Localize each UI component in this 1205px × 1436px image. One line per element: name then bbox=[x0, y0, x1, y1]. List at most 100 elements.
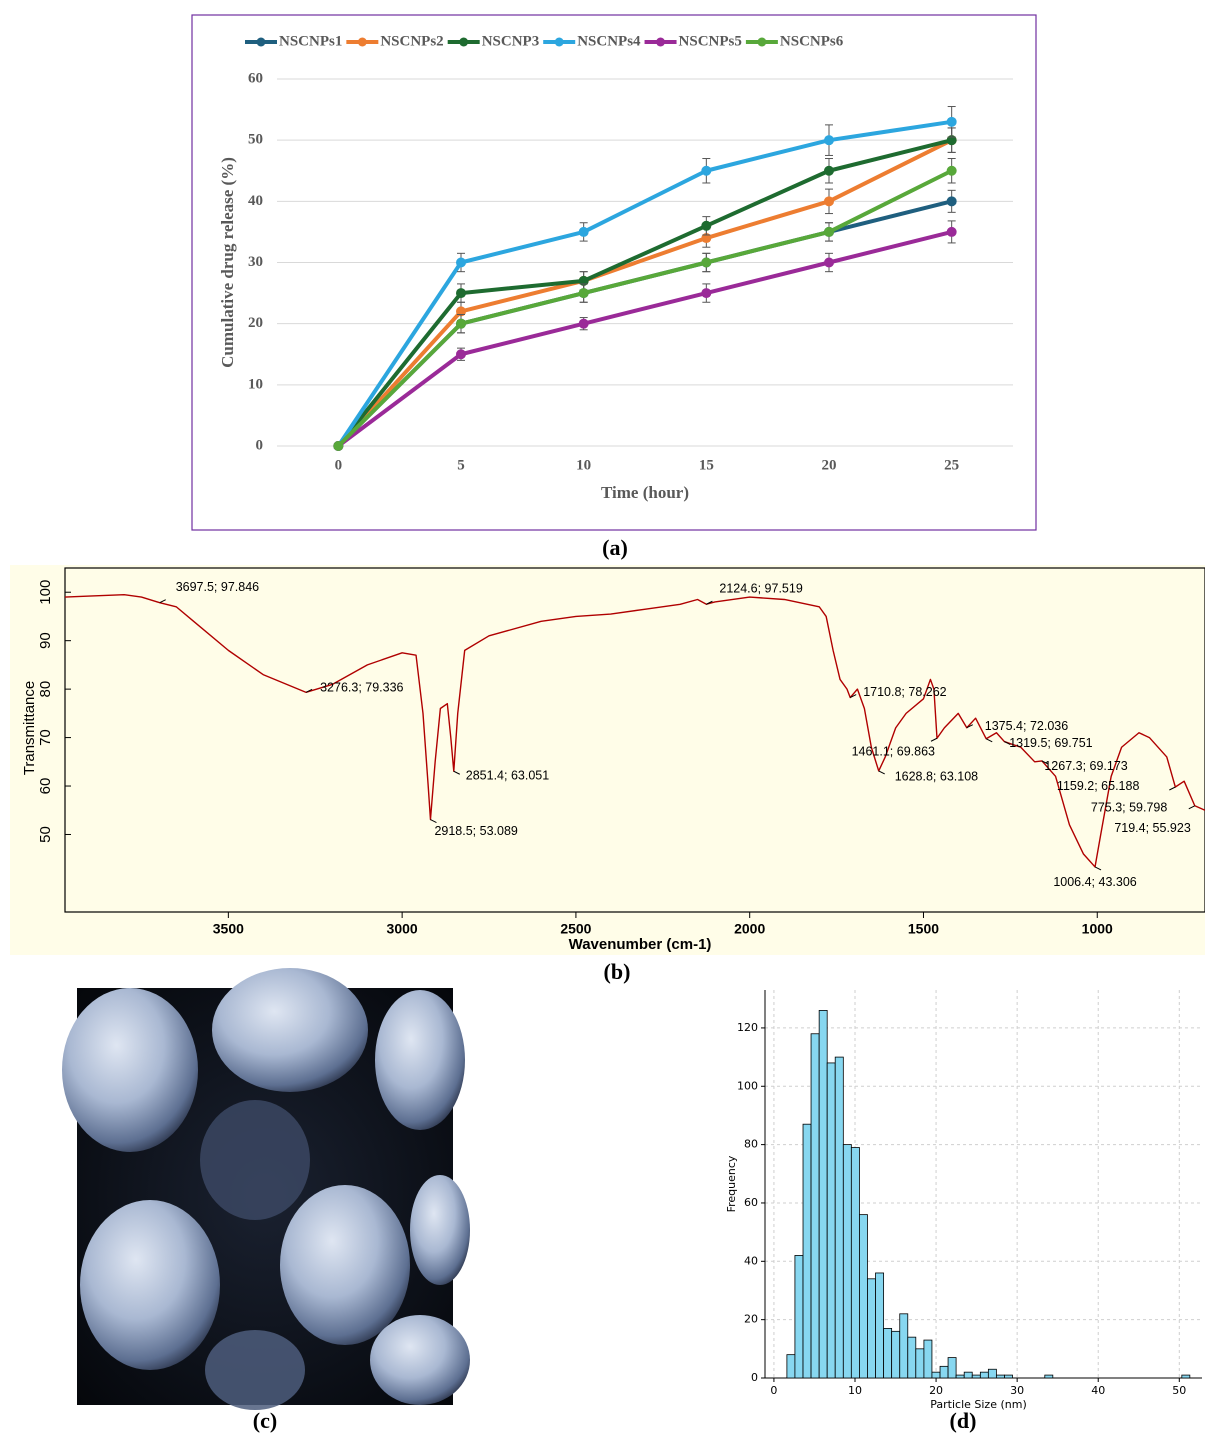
y-axis-title: Cumulative drug release (%) bbox=[218, 157, 237, 368]
x-tick-label: 15 bbox=[699, 457, 714, 473]
data-point bbox=[456, 319, 466, 329]
histogram-bar bbox=[908, 1337, 916, 1378]
y-tick-label: 80 bbox=[744, 1138, 758, 1151]
histogram-bar bbox=[948, 1358, 956, 1378]
y-tick-label: 100 bbox=[37, 580, 54, 605]
x-tick-label: 30 bbox=[1010, 1384, 1024, 1397]
annotation-label: 1267.3; 69.173 bbox=[1044, 759, 1127, 773]
histogram-bar bbox=[900, 1314, 908, 1378]
x-tick-label: 40 bbox=[1091, 1384, 1105, 1397]
histogram-bar bbox=[867, 1279, 875, 1378]
x-tick-label: 20 bbox=[822, 457, 837, 473]
data-point bbox=[701, 166, 711, 176]
data-point bbox=[701, 258, 711, 268]
histogram-bar bbox=[932, 1372, 940, 1378]
x-axis-title: Time (hour) bbox=[601, 483, 689, 502]
legend-label: NSCNPs5 bbox=[679, 33, 742, 49]
y-tick-label: 40 bbox=[248, 193, 263, 209]
x-tick-label: 2000 bbox=[734, 921, 765, 937]
histogram-bar bbox=[980, 1372, 988, 1378]
data-point bbox=[947, 196, 957, 206]
histogram-bar bbox=[924, 1340, 932, 1378]
y-tick-label: 0 bbox=[256, 437, 264, 453]
histogram-bar bbox=[972, 1375, 980, 1378]
data-point bbox=[579, 227, 589, 237]
data-point bbox=[701, 288, 711, 298]
y-axis-title: Frequency bbox=[725, 1155, 738, 1212]
x-tick-label: 0 bbox=[335, 457, 343, 473]
page: body { margin: 0; background: #fff; widt… bbox=[0, 0, 1205, 1436]
x-tick-label: 50 bbox=[1172, 1384, 1186, 1397]
data-point bbox=[824, 258, 834, 268]
y-tick-label: 10 bbox=[248, 376, 263, 392]
x-axis-title: Wavenumber (cm-1) bbox=[569, 936, 712, 953]
panel-label: (d) bbox=[950, 1408, 977, 1433]
y-tick-label: 50 bbox=[37, 826, 54, 843]
y-tick-label: 70 bbox=[37, 729, 54, 746]
legend-marker bbox=[459, 38, 468, 47]
data-point bbox=[824, 227, 834, 237]
sem-image bbox=[62, 968, 470, 1410]
histogram-bar bbox=[956, 1375, 964, 1378]
annotation-label: 1461.1; 69.863 bbox=[852, 745, 935, 759]
x-tick-label: 1500 bbox=[908, 921, 939, 937]
annotation-label: 1710.8; 78.262 bbox=[863, 685, 946, 699]
x-axis-title: Particle Size (nm) bbox=[930, 1398, 1027, 1411]
annotation-label: 2124.6; 97.519 bbox=[719, 582, 802, 596]
histogram-bar bbox=[964, 1372, 972, 1378]
y-tick-label: 60 bbox=[37, 778, 54, 795]
data-point bbox=[456, 258, 466, 268]
x-tick-label: 3500 bbox=[213, 921, 244, 937]
legend-label: NSCNPs2 bbox=[380, 33, 443, 49]
panel-label: (a) bbox=[602, 535, 628, 560]
histogram-bar bbox=[876, 1273, 884, 1378]
annotation-label: 2851.4; 63.051 bbox=[466, 769, 549, 783]
y-tick-label: 120 bbox=[737, 1021, 758, 1034]
annotation-label: 1159.2; 65.188 bbox=[1057, 779, 1140, 793]
annotation-label: 775.3; 59.798 bbox=[1091, 800, 1168, 814]
data-point bbox=[947, 227, 957, 237]
histogram-bar bbox=[843, 1145, 851, 1378]
annotation-label: 1006.4; 43.306 bbox=[1053, 875, 1136, 889]
histogram-bar bbox=[835, 1057, 843, 1378]
histogram-bar bbox=[892, 1331, 900, 1378]
annotation-label: 3276.3; 79.336 bbox=[320, 681, 403, 695]
legend-marker bbox=[358, 38, 367, 47]
legend-marker bbox=[555, 38, 564, 47]
y-tick-label: 50 bbox=[248, 132, 263, 148]
panel-label: (c) bbox=[253, 1408, 277, 1433]
data-point bbox=[579, 288, 589, 298]
y-tick-label: 80 bbox=[37, 681, 54, 698]
y-tick-label: 30 bbox=[248, 254, 263, 270]
x-tick-label: 0 bbox=[770, 1384, 777, 1397]
data-point bbox=[824, 166, 834, 176]
y-tick-label: 60 bbox=[744, 1196, 758, 1209]
x-tick-label: 3000 bbox=[387, 921, 418, 937]
x-tick-label: 5 bbox=[457, 457, 465, 473]
legend-label: NSCNPs6 bbox=[780, 33, 844, 49]
y-tick-label: 20 bbox=[744, 1313, 758, 1326]
data-point bbox=[947, 166, 957, 176]
histogram-bar bbox=[1004, 1375, 1012, 1378]
histogram-bar bbox=[795, 1255, 803, 1378]
histogram-bar bbox=[1182, 1375, 1190, 1378]
histogram-bar bbox=[940, 1366, 948, 1378]
y-tick-label: 20 bbox=[248, 315, 263, 331]
histogram-bar bbox=[827, 1063, 835, 1378]
annotation-label: 2918.5; 53.089 bbox=[434, 824, 517, 838]
annotation-label: 719.4; 55.923 bbox=[1114, 821, 1191, 835]
x-tick-label: 25 bbox=[944, 457, 959, 473]
histogram-bar bbox=[819, 1010, 827, 1378]
data-point bbox=[824, 196, 834, 206]
x-tick-label: 10 bbox=[848, 1384, 862, 1397]
panel-frame bbox=[192, 15, 1036, 530]
data-point bbox=[947, 117, 957, 127]
figure: (a) (b) (c) (d) 0 10 20 30 40 50 60 0 5 10 15 20 25 T… bbox=[0, 0, 1205, 1436]
y-tick-label: 60 bbox=[248, 70, 263, 86]
histogram-bar bbox=[803, 1124, 811, 1378]
panel-background bbox=[10, 565, 1205, 955]
y-tick-label: 100 bbox=[737, 1079, 758, 1092]
x-tick-label: 20 bbox=[929, 1384, 943, 1397]
histogram-bar bbox=[811, 1034, 819, 1378]
panel-label: (b) bbox=[604, 959, 631, 984]
